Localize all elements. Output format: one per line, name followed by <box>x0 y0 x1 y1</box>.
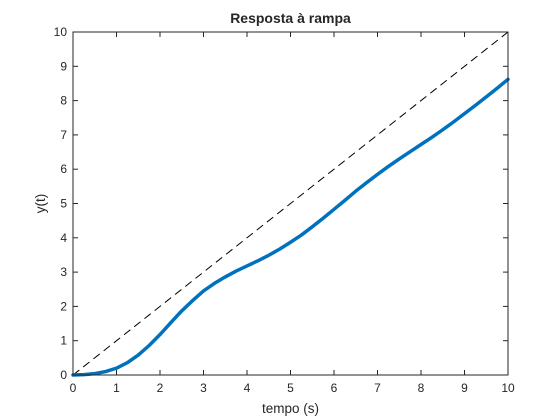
x-tick-label: 6 <box>331 381 338 395</box>
x-tick-label: 8 <box>418 381 425 395</box>
y-tick-label: 1 <box>60 334 67 348</box>
y-axis-label: y(t) <box>33 194 48 214</box>
x-axis-label: tempo (s) <box>262 401 319 416</box>
x-tick-label: 5 <box>287 381 294 395</box>
chart-title: Resposta à rampa <box>230 10 351 26</box>
y-tick-label: 2 <box>60 299 67 313</box>
y-tick-label: 8 <box>60 94 67 108</box>
x-tick-label: 1 <box>113 381 120 395</box>
axes-layer: 0 1 2 3 4 5 6 7 8 9 10 0 1 2 3 4 5 6 7 8 9 10 <box>54 25 515 395</box>
reference-ramp-line <box>72 31 509 376</box>
x-tick-label: 0 <box>70 381 77 395</box>
x-tick-label: 9 <box>461 381 468 395</box>
x-tick-label: 2 <box>157 381 164 395</box>
x-tick-label: 10 <box>501 381 515 395</box>
y-tick-label: 3 <box>60 265 67 279</box>
series-layer <box>71 31 510 377</box>
x-tick-label: 3 <box>200 381 207 395</box>
y-tick-label: 7 <box>60 128 67 142</box>
x-tick-label: 7 <box>374 381 381 395</box>
y-tick-label: 9 <box>60 59 67 73</box>
y-tick-label: 0 <box>60 368 67 382</box>
response-line <box>71 77 510 377</box>
y-tick-label: 6 <box>60 162 67 176</box>
x-tick-label: 4 <box>244 381 251 395</box>
y-tick-label: 10 <box>54 25 68 39</box>
y-tick-label: 4 <box>60 231 67 245</box>
y-tick-label: 5 <box>60 197 67 211</box>
